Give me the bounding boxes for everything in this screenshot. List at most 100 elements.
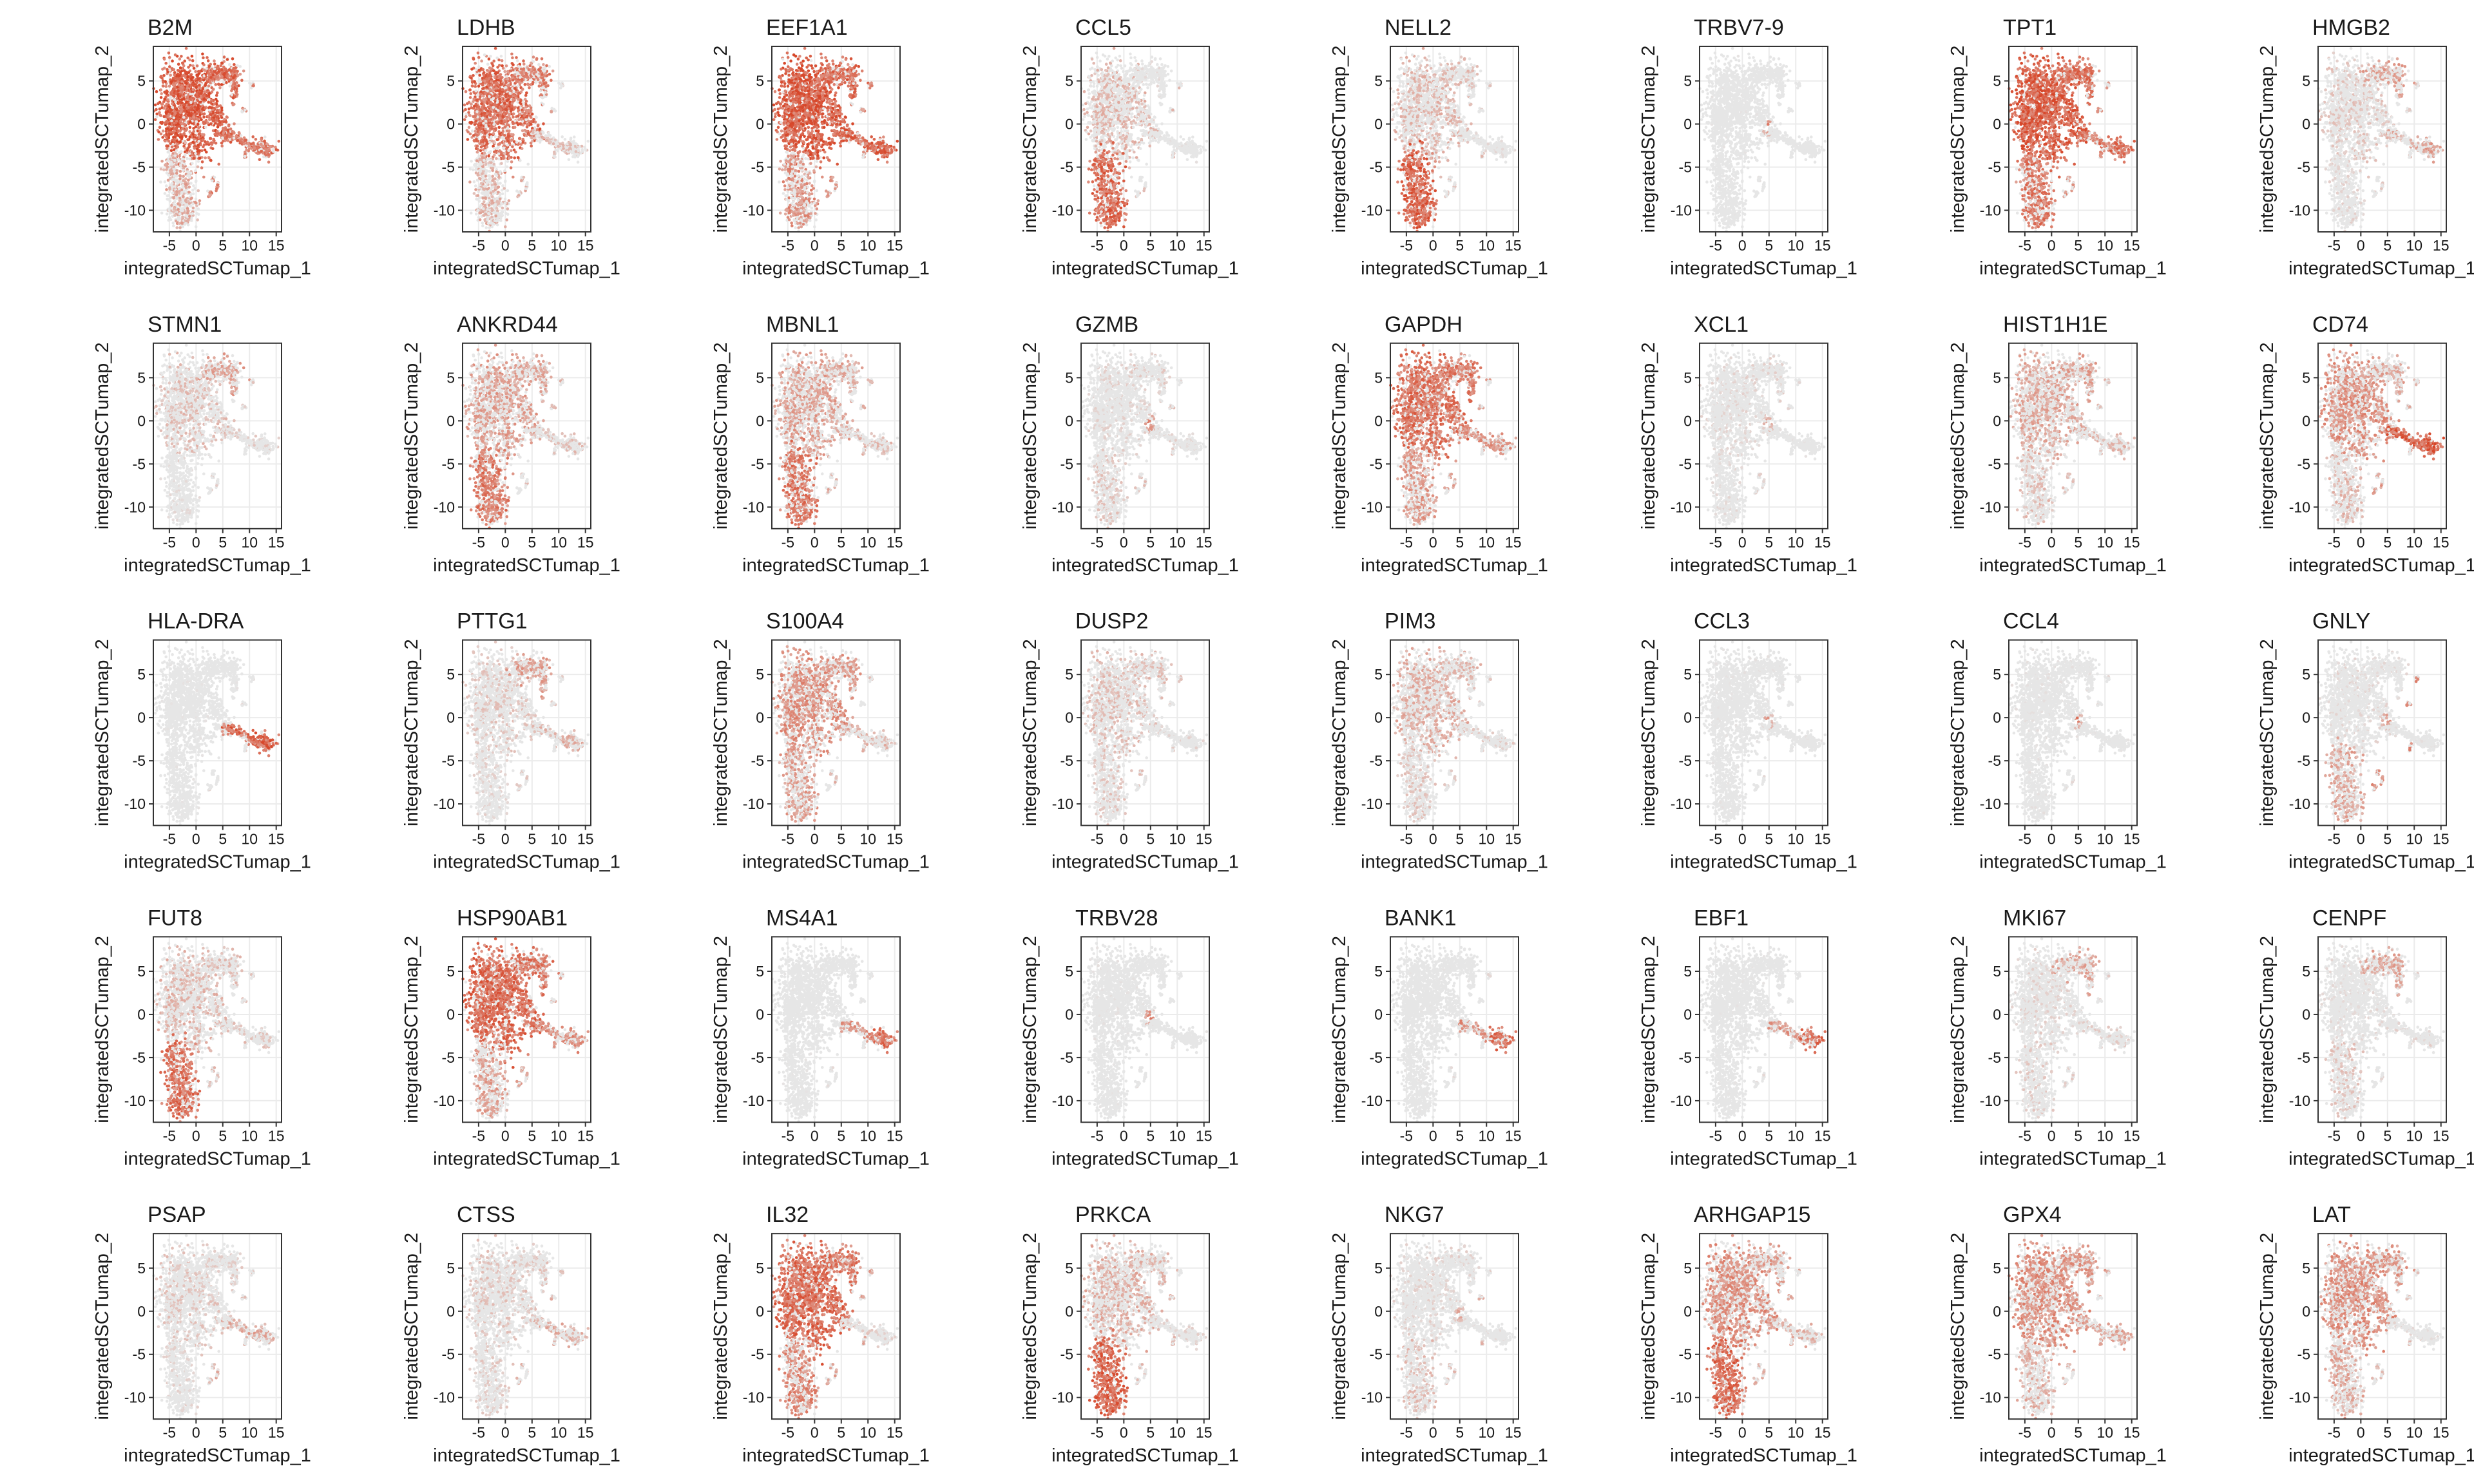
cell-point — [204, 87, 207, 90]
cell-point — [212, 88, 215, 91]
cell-point — [185, 47, 188, 50]
cell-point — [220, 62, 224, 65]
cell-point — [213, 133, 216, 136]
cell-point — [218, 68, 222, 71]
cell-point — [198, 84, 201, 87]
cell-point — [154, 104, 157, 107]
cell-point — [201, 160, 204, 164]
cell-point — [194, 70, 197, 73]
cell-point — [212, 111, 215, 114]
cell-point — [162, 74, 166, 77]
cell-point — [201, 138, 204, 142]
cell-point — [175, 108, 178, 111]
cell-point — [188, 135, 191, 138]
cell-point — [220, 144, 224, 147]
cell-point — [209, 137, 213, 140]
cell-point — [187, 114, 190, 117]
cell-point — [216, 76, 220, 79]
cell-point — [170, 93, 173, 96]
cell-point — [172, 84, 175, 87]
cell-point — [173, 95, 176, 98]
cell-point — [163, 58, 166, 61]
cell-point — [233, 82, 236, 85]
cell-point — [202, 56, 205, 59]
cell-point — [233, 103, 236, 106]
cell-point — [190, 77, 193, 81]
cell-point — [198, 129, 202, 133]
cell-point — [176, 126, 179, 129]
cell-point — [206, 81, 209, 84]
cell-point — [224, 72, 227, 75]
cell-point — [170, 109, 173, 112]
cell-point — [177, 84, 180, 87]
cell-point — [198, 113, 202, 117]
cell-point — [225, 116, 229, 119]
cell-point — [161, 121, 164, 124]
cell-point — [171, 59, 174, 62]
cell-point — [189, 117, 192, 120]
cell-point — [207, 156, 211, 159]
panel-b2m: -5 0 5 10 15-10-505B2MintegratedSCTumap_1int… — [92, 15, 311, 279]
cell-point — [187, 143, 191, 146]
cell-point — [185, 82, 188, 85]
cell-point — [164, 85, 168, 88]
cell-point — [179, 66, 182, 70]
cell-point — [171, 146, 174, 149]
cell-point — [168, 128, 171, 131]
cell-point — [200, 92, 203, 95]
cell-point — [209, 81, 212, 84]
cell-point — [229, 84, 232, 88]
cell-point — [204, 157, 207, 160]
cell-point — [195, 120, 198, 124]
cell-point — [159, 88, 162, 91]
cell-point — [166, 134, 169, 137]
cell-point — [197, 106, 200, 109]
cell-point — [165, 130, 168, 133]
cell-point — [201, 133, 204, 137]
cell-point — [215, 106, 218, 109]
cell-point — [155, 108, 158, 111]
cell-point — [213, 68, 216, 71]
cell-point — [209, 76, 213, 79]
cell-point — [213, 59, 216, 62]
cell-point — [191, 83, 195, 86]
cell-point — [167, 144, 170, 147]
cell-point — [192, 130, 195, 133]
cell-point — [191, 153, 194, 156]
cell-point — [231, 86, 235, 90]
cell-point — [189, 114, 193, 117]
cell-point — [197, 99, 200, 102]
cell-point — [218, 86, 222, 90]
cell-point — [207, 84, 211, 88]
cell-point — [179, 119, 182, 122]
cell-point — [226, 58, 229, 61]
cell-point — [189, 120, 192, 124]
cell-point — [227, 78, 231, 81]
cell-point — [175, 120, 178, 123]
cell-point — [196, 75, 199, 78]
cell-point — [170, 119, 173, 122]
cell-point — [188, 158, 191, 161]
cell-point — [163, 134, 166, 137]
cell-point — [191, 59, 195, 62]
cell-point — [197, 123, 200, 126]
cell-point — [162, 129, 165, 133]
cell-point — [189, 126, 192, 129]
cell-point — [183, 123, 186, 126]
cell-point — [174, 53, 177, 57]
cell-point — [193, 138, 196, 141]
cell-point — [175, 82, 178, 85]
cell-point — [157, 102, 160, 106]
cell-point — [209, 159, 213, 162]
cell-point — [230, 93, 233, 97]
cell-point — [191, 141, 195, 144]
cell-point — [178, 74, 181, 77]
cell-point — [180, 114, 183, 117]
cell-point — [206, 56, 209, 59]
cell-point — [229, 128, 233, 131]
cell-point — [196, 64, 199, 68]
cell-point — [214, 114, 217, 117]
cell-point — [182, 64, 186, 68]
cell-point — [179, 88, 182, 91]
